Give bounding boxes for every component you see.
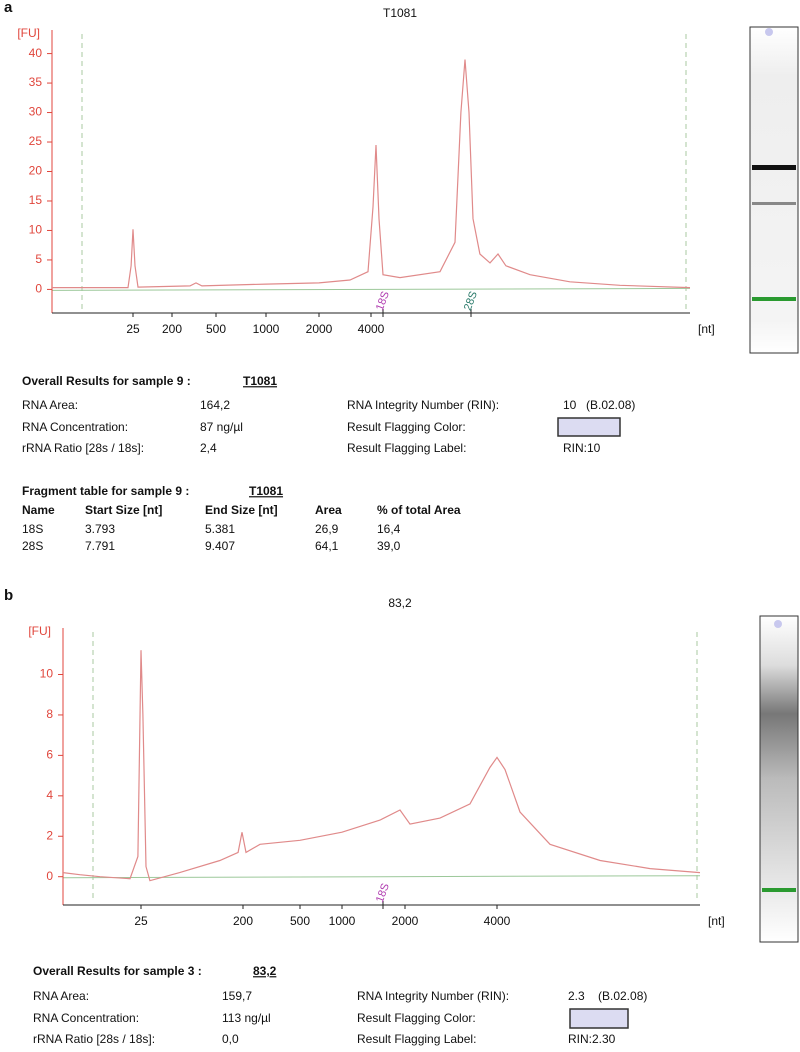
y-tick-label: 15 [29, 193, 43, 207]
x-tick-label: 200 [233, 914, 253, 928]
gel-lane [749, 26, 799, 354]
x-axis-label: [nt] [708, 914, 725, 928]
result-label: Result Flagging Label: [347, 441, 466, 455]
result-label: rRNA Ratio [28s / 18s]: [22, 441, 144, 455]
x-axis-label: [nt] [698, 322, 715, 336]
peak-annotation: 18S [374, 882, 392, 905]
y-tick-label: 25 [29, 134, 43, 148]
panel-label: b [4, 587, 13, 604]
result-value: RIN:10 [563, 441, 601, 455]
table-cell: 18S [22, 522, 43, 536]
chart-title: T1081 [383, 6, 417, 20]
table-cell: 16,4 [377, 522, 401, 536]
y-tick-label: 10 [40, 667, 54, 681]
fragment-title: Fragment table for sample 9 : [22, 484, 189, 498]
table-cell: 28S [22, 539, 43, 553]
trace [62, 650, 701, 882]
y-tick-label: 35 [29, 75, 43, 89]
result-label: Result Flagging Label: [357, 1032, 476, 1046]
result-label: rRNA Ratio [28s / 18s]: [33, 1032, 155, 1046]
sample-name: 83,2 [253, 964, 277, 978]
y-tick-label: 2 [46, 828, 53, 842]
result-value: 2,4 [200, 441, 217, 455]
table-cell: 3.793 [85, 522, 115, 536]
result-label: Result Flagging Color: [347, 420, 466, 434]
y-axis-label: [FU] [28, 624, 51, 638]
result-label: RNA Concentration: [22, 420, 128, 434]
result-value: 87 ng/µl [200, 420, 243, 434]
x-tick-label: 4000 [484, 914, 511, 928]
panel-label: a [4, 0, 13, 16]
result-value: 159,7 [222, 989, 252, 1003]
table-cell: 7.791 [85, 539, 115, 553]
x-tick-label: 2000 [306, 322, 333, 336]
result-label: RNA Concentration: [33, 1011, 139, 1025]
x-tick-label: 25 [126, 322, 140, 336]
result-label: RNA Integrity Number (RIN): [347, 398, 499, 412]
table-cell: 5.381 [205, 522, 235, 536]
peak-annotation: 28S [462, 290, 480, 313]
results-title: Overall Results for sample 9 : [22, 374, 191, 388]
baseline [51, 287, 691, 291]
x-tick-label: 200 [162, 322, 182, 336]
result-label: Result Flagging Color: [357, 1011, 476, 1025]
x-tick-label: 500 [290, 914, 310, 928]
result-value: (B.02.08) [598, 989, 647, 1003]
result-value: 0,0 [222, 1032, 239, 1046]
sample-name: T1081 [243, 374, 277, 388]
table-header: Start Size [nt] [85, 503, 162, 517]
x-tick-label: 1000 [329, 914, 356, 928]
result-value: 2.3 [568, 989, 585, 1003]
chart-title: 83,2 [388, 596, 412, 610]
y-tick-label: 8 [46, 707, 53, 721]
y-tick-label: 6 [46, 748, 53, 762]
result-value: 113 ng/µl [222, 1011, 271, 1025]
x-tick-label: 25 [134, 914, 148, 928]
gel-lane [759, 615, 799, 943]
table-header: % of total Area [377, 503, 461, 517]
y-tick-label: 10 [29, 223, 43, 237]
result-value: 10 [563, 398, 577, 412]
result-value: 164,2 [200, 398, 230, 412]
y-tick-label: 4 [46, 788, 53, 802]
result-label: RNA Area: [33, 989, 89, 1003]
x-tick-label: 2000 [392, 914, 419, 928]
y-tick-label: 0 [35, 282, 42, 296]
y-tick-label: 30 [29, 105, 43, 119]
result-label: RNA Area: [22, 398, 78, 412]
flag-color-box [569, 1008, 629, 1029]
peak-annotation: 18S [374, 290, 392, 313]
x-tick-label: 4000 [358, 322, 385, 336]
sample-name: T1081 [249, 484, 283, 498]
result-value: RIN:2.30 [568, 1032, 616, 1046]
x-tick-label: 1000 [253, 322, 280, 336]
y-tick-label: 0 [46, 869, 53, 883]
results-title: Overall Results for sample 3 : [33, 964, 202, 978]
y-axis-label: [FU] [17, 26, 40, 40]
table-header: Name [22, 503, 55, 517]
y-tick-label: 20 [29, 164, 43, 178]
result-label: RNA Integrity Number (RIN): [357, 989, 509, 1003]
flag-color-box [557, 417, 621, 437]
table-cell: 26,9 [315, 522, 339, 536]
table-header: End Size [nt] [205, 503, 278, 517]
table-cell: 64,1 [315, 539, 339, 553]
trace [52, 59, 691, 289]
table-header: Area [315, 503, 342, 517]
baseline [62, 875, 701, 879]
x-tick-label: 500 [206, 322, 226, 336]
result-value: (B.02.08) [586, 398, 635, 412]
y-tick-label: 5 [35, 252, 42, 266]
y-tick-label: 40 [29, 46, 43, 60]
table-cell: 39,0 [377, 539, 401, 553]
table-cell: 9.407 [205, 539, 235, 553]
